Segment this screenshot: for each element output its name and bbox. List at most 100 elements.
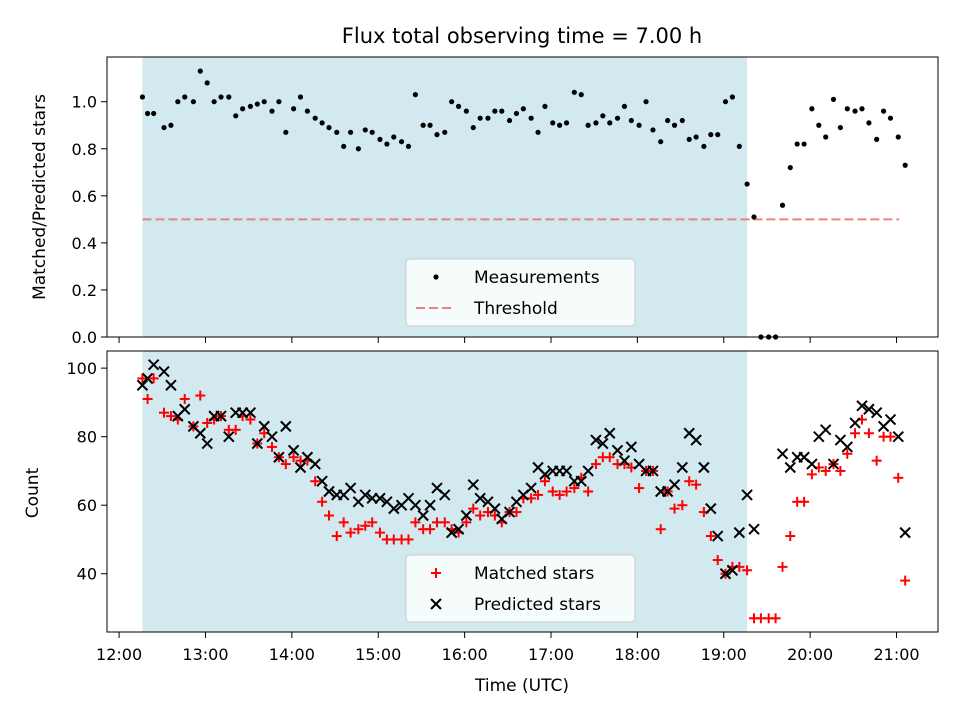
measurement-point — [593, 120, 599, 126]
matched-star-point — [468, 503, 479, 514]
matched-star-point — [202, 417, 213, 428]
matched-star-point — [475, 510, 486, 521]
legend-measurement-swatch — [433, 274, 439, 280]
predicted-star-mark — [215, 410, 227, 422]
matched-star-point — [288, 452, 299, 463]
x-tick-label: 14:00 — [269, 645, 315, 664]
x-tick-label: 13:00 — [182, 645, 228, 664]
predicted-star-mark — [482, 496, 494, 508]
legend-label: Predicted stars — [474, 595, 601, 615]
predicted-star-point — [604, 427, 616, 439]
measurement-point — [369, 129, 375, 135]
measurement-point — [204, 80, 210, 86]
predicted-star-mark — [899, 526, 911, 539]
matched-star-point — [338, 517, 349, 528]
predicted-star-point — [467, 478, 479, 491]
measurement-point — [297, 94, 304, 100]
measurement-point — [701, 143, 707, 150]
predicted-star-point — [179, 403, 191, 415]
measurement-point — [434, 132, 440, 138]
predicted-star-mark — [712, 530, 724, 542]
measurement-point — [607, 120, 613, 126]
measurement-point — [844, 106, 850, 112]
measurement-point — [334, 129, 340, 135]
measurement-point — [226, 94, 232, 100]
predicted-star-point — [625, 441, 638, 453]
matched-star-point — [712, 555, 723, 566]
matched-star-point — [561, 486, 572, 497]
predicted-star-mark — [633, 458, 645, 470]
measurement-point — [290, 106, 297, 112]
measurement-point — [671, 122, 678, 128]
measurement-point — [729, 94, 736, 100]
measurement-point — [801, 141, 807, 147]
predicted-star-mark — [301, 451, 314, 463]
predicted-star-mark — [201, 437, 213, 450]
y-tick-label: 0.4 — [72, 234, 97, 253]
predicted-star-point — [273, 451, 285, 463]
measurement-point — [794, 141, 800, 147]
measurement-point — [816, 122, 822, 128]
measurement-point — [542, 103, 548, 110]
predicted-star-point — [856, 400, 868, 412]
ratio-panel: 0.0 0.2 0.4 0.6 0.8 1.0 Matched/Predicted sta… — [30, 56, 939, 347]
predicted-star-mark — [647, 465, 659, 477]
measurement-point — [887, 115, 894, 121]
measurement-point — [355, 146, 361, 152]
measurement-point — [557, 122, 563, 128]
predicted-star-point — [503, 506, 516, 518]
predicted-star-point — [726, 564, 739, 577]
predicted-star-mark — [381, 496, 393, 508]
predicted-star-mark — [258, 420, 270, 433]
matched-star-point — [871, 455, 882, 466]
predicted-star-mark — [409, 499, 422, 511]
predicted-star-point — [892, 430, 904, 443]
measurement-point — [837, 124, 843, 131]
measurement-point — [151, 110, 157, 117]
measurement-point — [658, 139, 664, 145]
predicted-star-mark — [141, 372, 154, 385]
predicted-star-mark — [424, 499, 436, 511]
predicted-star-mark — [147, 359, 160, 371]
predicted-star-point — [409, 499, 422, 511]
matched-star-point — [806, 469, 817, 480]
predicted-star-mark — [690, 434, 702, 446]
y-tick-label: 100 — [66, 359, 97, 378]
predicted-star-point — [539, 468, 551, 481]
measurement-point — [823, 134, 829, 140]
matched-star-point — [850, 428, 861, 439]
predicted-star-mark — [819, 424, 832, 436]
matched-star-point — [179, 393, 190, 404]
measurement-point — [520, 106, 526, 112]
matched-star-point — [742, 565, 753, 576]
x-tick-label: 15:00 — [355, 645, 401, 664]
measurement-point — [859, 106, 865, 112]
predicted-star-mark — [280, 420, 292, 433]
predicted-star-point — [719, 568, 732, 580]
predicted-star-mark — [806, 458, 818, 470]
matched-star-point — [310, 476, 321, 487]
predicted-star-point — [560, 465, 573, 477]
measurement-point — [420, 122, 426, 128]
measurement-point — [398, 139, 405, 145]
x-tick-label: 17:00 — [528, 645, 574, 664]
measurement-point — [744, 181, 750, 187]
predicted-star-point — [323, 485, 335, 498]
predicted-star-mark — [741, 489, 753, 501]
measurement-point — [139, 94, 146, 100]
x-tick-label: 18:00 — [614, 645, 660, 664]
matched-star-point — [439, 517, 450, 528]
measurement-point — [463, 108, 469, 114]
matched-star-point — [360, 520, 371, 531]
matched-star-point — [159, 407, 170, 418]
predicted-star-point — [690, 434, 702, 446]
matched-star-point — [280, 459, 291, 470]
predicted-star-mark — [748, 523, 760, 535]
matched-star-point — [677, 500, 688, 511]
measurement-point — [362, 127, 368, 133]
y-tick-label: 40 — [77, 565, 97, 584]
predicted-star-point — [251, 437, 264, 450]
predicted-star-point — [733, 526, 746, 539]
measurement-point — [182, 94, 188, 100]
predicted-star-point — [294, 461, 307, 474]
